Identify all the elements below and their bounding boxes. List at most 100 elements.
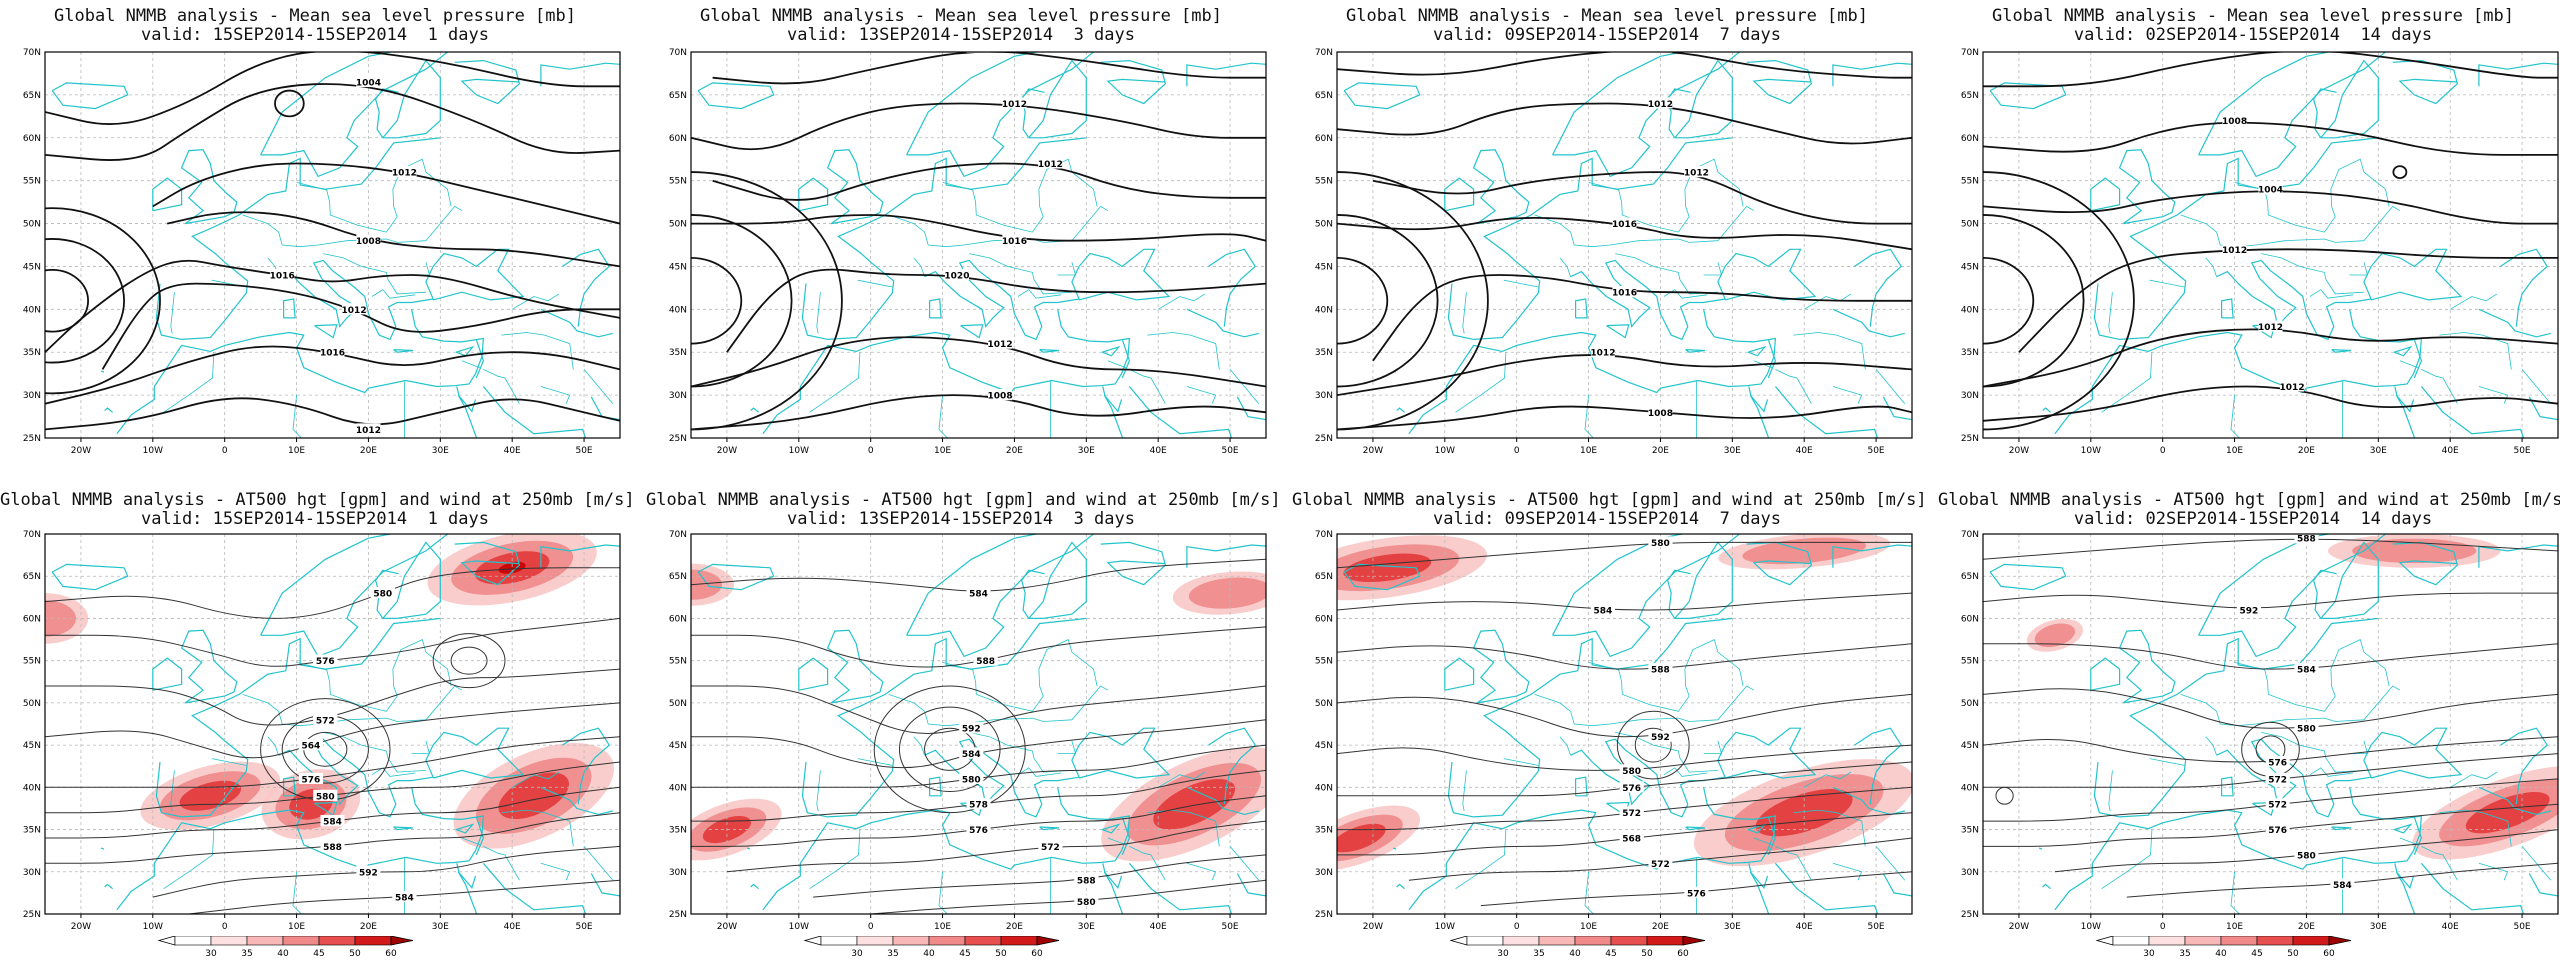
height-contour [1337,541,1912,569]
coastline [393,826,414,831]
contour-label: 572 [2268,801,2287,811]
coastline [1396,883,1405,890]
contour-labels: 5765805805765685645685725765725685605645… [298,587,417,904]
lat-tick-label: 65N [1961,91,1979,101]
lon-tick-label: 10W [1435,922,1455,932]
coastline [1685,826,1706,831]
country-border [2439,809,2512,847]
height-contour [45,736,620,788]
lat-tick-label: 35N [1961,348,1979,358]
country-border [1129,369,1166,404]
country-border [296,639,452,712]
lat-tick-label: 50N [669,220,687,230]
height-contour-closed [1616,710,1690,780]
contour-label: 592 [359,868,378,878]
lon-tick-label: 0 [868,446,874,456]
coastline [393,349,414,353]
lat-tick-label: 65N [23,572,41,582]
hgt-wind-map: 5645685725765785725645685725765805845885… [1315,530,1913,932]
contour-label-bg [966,823,991,835]
panel-title: Global NMMB analysis - Mean sea level pr… [54,6,576,26]
colorbar-low-triangle [803,936,822,946]
country-border [857,279,893,288]
country-border [2521,846,2552,881]
wind-speed-area [498,772,569,820]
coastline [1552,534,1741,658]
lat-tick-label: 70N [23,530,41,540]
contour-label: 588 [1077,877,1096,887]
coastline [180,629,238,704]
height-contour-closed [898,706,1001,793]
coastline [1472,149,1530,225]
contour-label: 1012 [1038,160,1063,170]
coastline [104,407,113,413]
coastline [1575,776,1588,797]
isobar [1983,190,2558,225]
contour-label: 580 [962,775,981,785]
contour-label: 592 [2240,607,2259,617]
height-contour [45,702,620,759]
wind-speed-area [179,780,242,811]
coastline [1749,871,1783,914]
height-contour [1983,592,2558,609]
contour-label-bg [320,52,345,53]
coastline [1748,863,1769,890]
height-contour [1337,744,1912,771]
lon-tick-label: 20E [2298,922,2315,932]
contour-label-bg [1619,832,1644,843]
country-border [2261,732,2364,773]
country-border [1753,837,1772,846]
country-border [938,395,948,438]
colorbar-tick-label: 60 [2323,949,2335,958]
coastline [1100,541,1167,586]
height-contour-closed [432,633,506,689]
coastline [798,657,829,691]
country-border [1057,262,1077,276]
country-border [2421,846,2458,881]
isobar [691,214,1266,242]
contour-label: 576 [1687,889,1706,899]
lon-tick-label: 30E [1078,446,1095,456]
contour-label-bg [1684,886,1709,898]
contour-label-bg [392,891,417,903]
coastline [1236,873,1266,897]
colorbar-bin [174,936,212,946]
lon-tick-label: 30E [432,446,449,456]
wind-speed-area [1343,553,1432,583]
country-border [816,770,821,812]
contour-label-bg [2294,663,2319,675]
colorbar-tick-label: 50 [995,949,1007,958]
country-border [296,158,452,233]
height-contour [691,795,1266,847]
country-border [1503,758,1539,766]
lat-tick-label: 65N [23,91,41,101]
country-border [242,205,463,248]
height-contour [1337,786,1912,831]
coastline [283,776,296,797]
country-border [1157,771,1206,788]
lon-tick-label: 50E [2513,922,2530,932]
coastline [1666,88,1691,139]
colorbar-tick-label: 40 [1569,949,1581,958]
coastline [590,396,620,421]
coastline [155,617,441,818]
panel-title: Global NMMB analysis - Mean sea level pr… [700,6,1222,26]
country-border [501,332,574,370]
country-border [2149,758,2185,766]
country-border [2349,262,2369,276]
coastline [283,298,296,319]
coastline [2221,298,2234,319]
lat-tick-label: 50N [669,699,687,709]
country-border [2205,257,2217,277]
isobar [45,397,620,431]
colorbar-bin [2112,936,2150,946]
isobar [45,259,620,353]
coastline [1552,52,1741,178]
country-border [1559,257,1571,277]
coastline [2312,569,2337,619]
contour-label-bg [959,747,984,759]
country-border [2230,871,2240,914]
country-border [2149,279,2185,288]
isobar-closed [274,89,305,118]
lat-tick-label: 25N [1961,434,1979,444]
